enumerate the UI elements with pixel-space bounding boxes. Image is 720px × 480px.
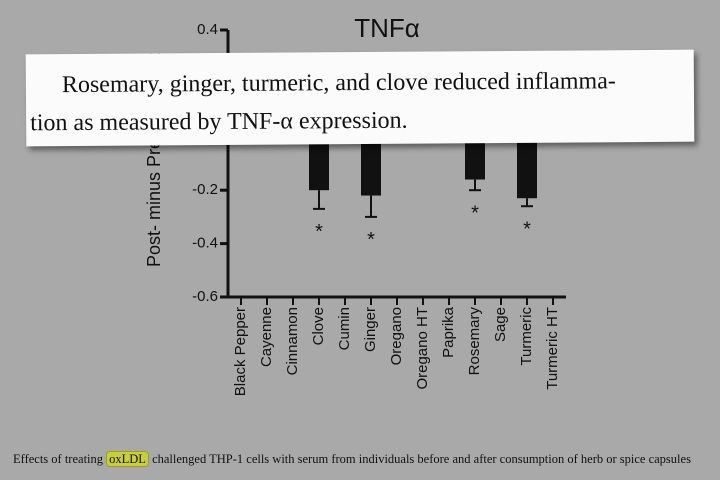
x-tick-label: Oregano HT	[414, 307, 431, 390]
caption-text: challenged THP-1 cells with serum from i…	[152, 452, 691, 466]
x-tick-label: Black Pepper	[232, 307, 249, 396]
bar	[517, 136, 537, 199]
x-tick-label: Clove	[310, 307, 327, 345]
x-tick-label: Cumin	[336, 307, 353, 350]
significance-marker: *	[315, 221, 323, 243]
x-tick-label: Turmeric HT	[544, 307, 561, 390]
bar	[465, 136, 485, 180]
caption-text: Effects of treating	[13, 452, 104, 466]
bar	[309, 136, 329, 191]
y-tick-label: -0.2	[192, 181, 218, 198]
x-tick-label: Oregano	[388, 307, 405, 365]
caption: Effects of treating oxLDL challenged THP…	[13, 451, 691, 467]
x-tick-label: Turmeric	[518, 307, 535, 366]
quote-line: Rosemary, ginger, turmeric, and clove re…	[61, 68, 616, 99]
significance-marker: *	[471, 202, 479, 224]
x-tick-label: Sage	[492, 307, 509, 342]
x-tick-label: Cayenne	[258, 307, 275, 367]
chart-title: TNFα	[354, 13, 420, 43]
x-tick-label: Rosemary	[466, 307, 483, 376]
y-tick-label: -0.6	[192, 288, 218, 305]
caption-highlight: oxLDL	[106, 451, 149, 467]
bar	[361, 136, 381, 196]
quote-line: tion as measured by TNF-α expression.	[30, 107, 408, 137]
x-tick-label: Paprika	[440, 306, 457, 358]
x-tick-label: Cinnamon	[284, 307, 301, 375]
y-tick-label: 0.4	[197, 21, 218, 38]
significance-marker: *	[523, 219, 531, 241]
y-tick-label: -0.4	[192, 235, 218, 252]
x-tick-label: Ginger	[362, 307, 379, 352]
significance-marker: *	[367, 229, 375, 251]
quote-overlay: Rosemary, ginger, turmeric, and clove re…	[25, 49, 695, 147]
